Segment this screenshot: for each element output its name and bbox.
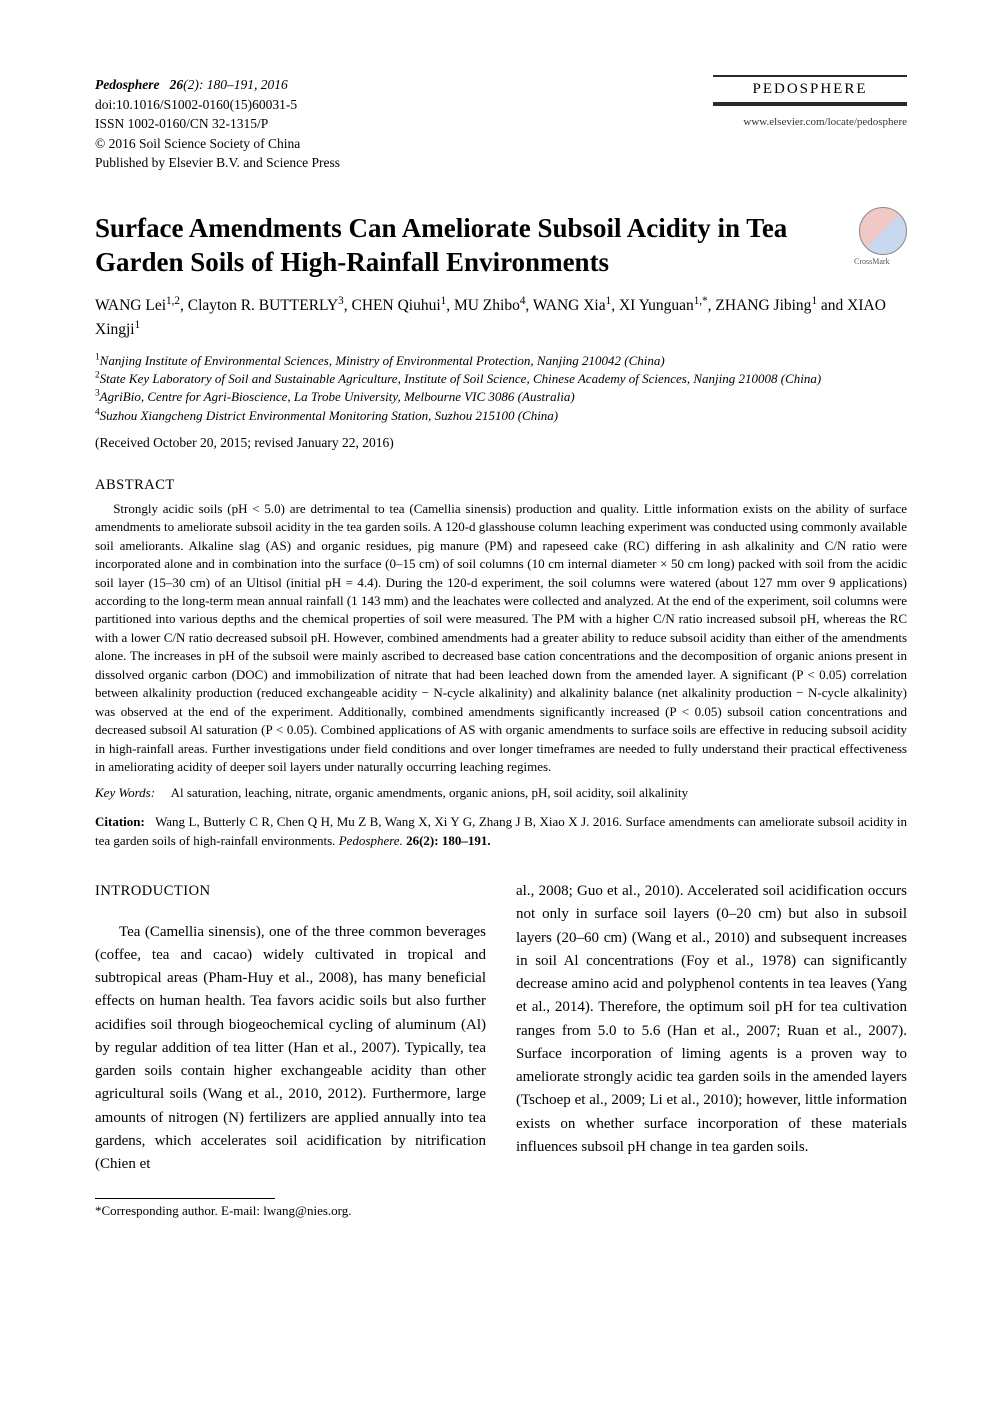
affiliation-1: 1Nanjing Institute of Environmental Scie…: [95, 352, 907, 370]
affiliation-3: 3AgriBio, Centre for Agri-Bioscience, La…: [95, 388, 907, 406]
intro-col-right: al., 2008; Guo et al., 2010). Accelerate…: [516, 880, 907, 1176]
crossmark-icon[interactable]: [859, 207, 907, 255]
citation-journal: Pedosphere.: [339, 833, 403, 848]
keywords-line: Key Words: Al saturation, leaching, nitr…: [95, 784, 907, 803]
keywords-body: Al saturation, leaching, nitrate, organi…: [171, 785, 688, 800]
citation-block: Citation: Wang L, Butterly C R, Chen Q H…: [95, 813, 907, 850]
introduction-heading: INTRODUCTION: [95, 880, 486, 902]
citation-tail: 26(2): 180–191.: [406, 833, 491, 848]
keywords-label: Key Words:: [95, 785, 155, 800]
journal-issue-line: Pedosphere 26(2): 180–191, 2016: [95, 75, 697, 95]
article-title: Surface Amendments Can Ameliorate Subsoi…: [95, 211, 907, 280]
abstract-heading: ABSTRACT: [95, 477, 907, 494]
corresponding-author-footnote: *Corresponding author. E-mail: lwang@nie…: [95, 1203, 907, 1219]
doi-line: doi:10.1016/S1002-0160(15)60031-5: [95, 95, 697, 115]
citation-label: Citation:: [95, 814, 145, 829]
introduction-columns: INTRODUCTION Tea (Camellia sinensis), on…: [95, 880, 907, 1176]
intro-col-left: INTRODUCTION Tea (Camellia sinensis), on…: [95, 880, 486, 1176]
affiliation-2: 2State Key Laboratory of Soil and Sustai…: [95, 370, 907, 388]
affiliation-4: 4Suzhou Xiangcheng District Environmenta…: [95, 407, 907, 425]
header-right: PEDOSPHERE www.elsevier.com/locate/pedos…: [697, 75, 907, 128]
abstract-body: Strongly acidic soils (pH < 5.0) are det…: [95, 500, 907, 777]
received-dates: (Received October 20, 2015; revised Janu…: [95, 435, 907, 451]
copyright-line: © 2016 Soil Science Society of China: [95, 134, 697, 154]
journal-url: www.elsevier.com/locate/pedosphere: [743, 116, 907, 128]
citation-body: Wang L, Butterly C R, Chen Q H, Mu Z B, …: [95, 814, 907, 847]
header: Pedosphere 26(2): 180–191, 2016 doi:10.1…: [95, 75, 907, 173]
journal-name: Pedosphere: [95, 77, 160, 92]
publisher-line: Published by Elsevier B.V. and Science P…: [95, 153, 697, 173]
page-root: Pedosphere 26(2): 180–191, 2016 doi:10.1…: [0, 0, 992, 1269]
journal-brand-box: PEDOSPHERE: [713, 75, 907, 106]
issn-line: ISSN 1002-0160/CN 32-1315/P: [95, 114, 697, 134]
issue-pages: 26(2): 180–191, 2016: [163, 77, 288, 92]
header-left: Pedosphere 26(2): 180–191, 2016 doi:10.1…: [95, 75, 697, 173]
intro-para-1-cont: al., 2008; Guo et al., 2010). Accelerate…: [516, 880, 907, 1159]
intro-para-1: Tea (Camellia sinensis), one of the thre…: [95, 921, 486, 1177]
footnote-rule: [95, 1198, 275, 1199]
authors-line: WANG Lei1,2, Clayton R. BUTTERLY3, CHEN …: [95, 294, 907, 342]
title-block: Surface Amendments Can Ameliorate Subsoi…: [95, 211, 907, 280]
affiliations: 1Nanjing Institute of Environmental Scie…: [95, 352, 907, 425]
